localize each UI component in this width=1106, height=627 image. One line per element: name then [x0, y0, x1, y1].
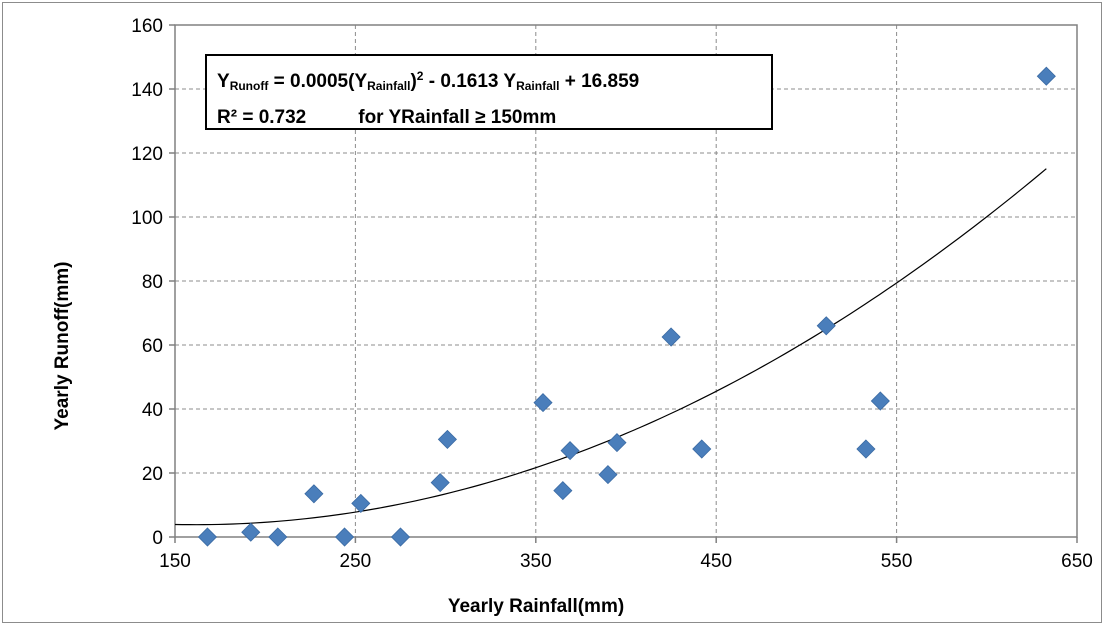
- data-points: [197, 66, 1056, 547]
- r-squared-value: R² = 0.732: [217, 107, 307, 128]
- data-point-marker: [816, 316, 836, 336]
- r-squared-line: R² = 0.732 for YRainfall ≥ 150mm: [217, 102, 761, 134]
- x-axis-title: Yearly Rainfall(mm): [448, 596, 624, 617]
- eq-part-1: = 0.0005(Y: [268, 71, 368, 92]
- data-point-marker: [598, 465, 618, 485]
- y-tick-label: 20: [142, 464, 163, 485]
- data-point-marker: [241, 522, 261, 542]
- x-tick-label: 350: [520, 551, 552, 572]
- data-point-marker: [197, 527, 218, 547]
- y-tick-label: 0: [152, 528, 163, 549]
- y-axis-title: Yearly Runoff(mm): [52, 262, 73, 431]
- data-point-marker: [553, 481, 573, 501]
- x-tick-label: 550: [881, 551, 913, 572]
- data-point-marker: [607, 433, 627, 453]
- regression-equation-box: YRunoff = 0.0005(YRainfall)2 - 0.1613 YR…: [205, 54, 773, 130]
- data-point-marker: [351, 493, 371, 513]
- eq-part-2: ): [410, 71, 417, 92]
- y-tick-label: 80: [142, 272, 163, 293]
- data-point-marker: [304, 484, 324, 504]
- data-point-marker: [430, 473, 450, 493]
- y-tick-label: 120: [131, 144, 163, 165]
- data-point-marker: [335, 527, 355, 547]
- y-tick-label: 100: [131, 208, 163, 229]
- eq-sub-rainfall-1: Rainfall: [367, 79, 411, 93]
- eq-sub-runoff: Runoff: [229, 79, 269, 93]
- data-point-marker: [390, 527, 411, 547]
- data-point-marker: [661, 327, 681, 347]
- y-tick-label: 140: [131, 80, 163, 101]
- x-tick-label: 150: [159, 551, 191, 572]
- x-tick-label: 250: [340, 551, 372, 572]
- x-tick-label: 650: [1061, 551, 1093, 572]
- eq-sub-rainfall-2: Rainfall: [516, 79, 560, 93]
- validity-condition: for YRainfall ≥ 150mm: [358, 107, 557, 128]
- y-tick-label: 160: [131, 16, 163, 37]
- data-point-marker: [268, 527, 288, 547]
- axis-ticks: 150 250 350 450 550 650 0 20 40 60 80 100 120 140 160: [131, 16, 1093, 572]
- y-tick-label: 60: [142, 336, 163, 357]
- data-point-marker: [560, 441, 580, 461]
- eq-part-4: + 16.859: [559, 71, 640, 92]
- eq-y: Y: [217, 71, 230, 92]
- y-tick-label: 40: [142, 400, 163, 421]
- data-point-marker: [692, 439, 712, 459]
- eq-exponent: 2: [416, 69, 424, 83]
- equation-line: YRunoff = 0.0005(YRainfall)2 - 0.1613 YR…: [217, 60, 761, 102]
- data-point-marker: [1036, 66, 1056, 86]
- data-point-marker: [856, 439, 876, 459]
- data-point-marker: [533, 393, 553, 413]
- data-point-marker: [870, 391, 890, 411]
- x-tick-label: 450: [700, 551, 732, 572]
- eq-part-3: - 0.1613 Y: [423, 71, 517, 92]
- data-point-marker: [437, 429, 457, 449]
